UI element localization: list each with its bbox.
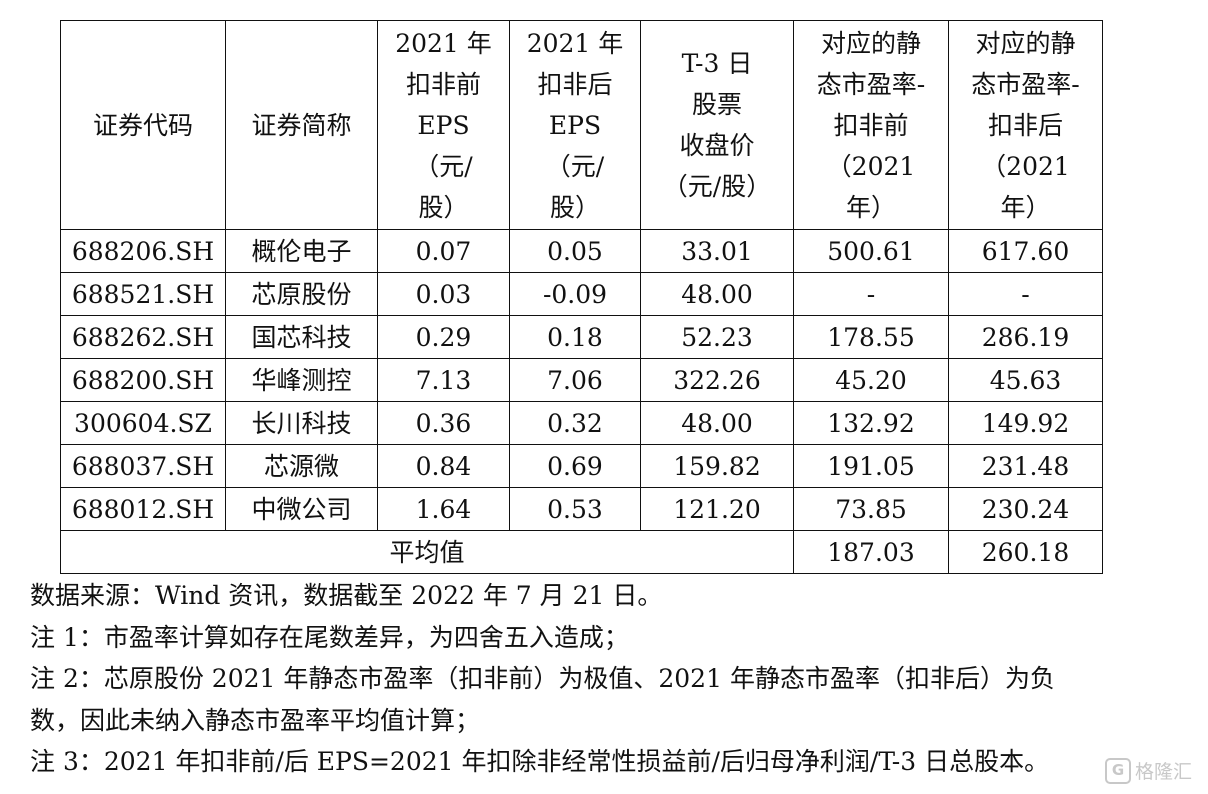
cell-eps-after: 0.05 (509, 229, 641, 273)
cell-pe-after: 149.92 (948, 401, 1103, 445)
average-label: 平均值 (60, 530, 794, 574)
gelonghui-logo-icon: G (1104, 757, 1131, 784)
cell-eps-after: 0.53 (509, 487, 641, 531)
cell-pe-before: 73.85 (793, 487, 949, 531)
table-row: 688200.SH 华峰测控 7.13 7.06 322.26 45.20 45… (60, 358, 1103, 402)
cell-eps-before: 7.13 (377, 358, 510, 402)
cell-code: 688521.SH (60, 272, 226, 316)
cell-eps-after: 7.06 (509, 358, 641, 402)
cell-eps-after: 0.32 (509, 401, 641, 445)
cell-name: 国芯科技 (225, 315, 378, 359)
cell-pe-after: 45.63 (948, 358, 1103, 402)
header-security-name: 证券简称 (225, 20, 378, 230)
cell-pe-before: 45.20 (793, 358, 949, 402)
cell-eps-before: 0.07 (377, 229, 510, 273)
table-row: 688521.SH 芯原股份 0.03 -0.09 48.00 - - (60, 272, 1103, 316)
average-pe-before: 187.03 (793, 530, 949, 574)
cell-pe-after: 230.24 (948, 487, 1103, 531)
cell-name: 中微公司 (225, 487, 378, 531)
cell-eps-before: 0.29 (377, 315, 510, 359)
cell-eps-before: 1.64 (377, 487, 510, 531)
cell-pe-after: 231.48 (948, 444, 1103, 488)
note-3: 注 3：2021 年扣非前/后 EPS=2021 年扣除非经常性损益前/后归母净… (30, 747, 1050, 776)
cell-code: 688037.SH (60, 444, 226, 488)
cell-close-price: 322.26 (640, 358, 794, 402)
cell-name: 长川科技 (225, 401, 378, 445)
cell-pe-before: 500.61 (793, 229, 949, 273)
table-row: 688262.SH 国芯科技 0.29 0.18 52.23 178.55 28… (60, 315, 1103, 359)
cell-pe-before: 178.55 (793, 315, 949, 359)
table-row: 688206.SH 概伦电子 0.07 0.05 33.01 500.61 61… (60, 229, 1103, 273)
cell-eps-before: 0.36 (377, 401, 510, 445)
header-pe-before: 对应的静 态市盈率- 扣非前 （2021 年） (793, 20, 949, 230)
cell-name: 芯原股份 (225, 272, 378, 316)
cell-pe-after: - (948, 272, 1103, 316)
cell-eps-before: 0.84 (377, 444, 510, 488)
cell-close-price: 121.20 (640, 487, 794, 531)
cell-eps-before: 0.03 (377, 272, 510, 316)
cell-name: 芯源微 (225, 444, 378, 488)
table-header-row: 证券代码 证券简称 2021 年 扣非前 EPS （元/ 股） 2021 年 扣… (60, 20, 1103, 230)
table-row: 300604.SZ 长川科技 0.36 0.32 48.00 132.92 14… (60, 401, 1103, 445)
header-eps-after: 2021 年 扣非后 EPS （元/ 股） (509, 20, 641, 230)
cell-code: 688262.SH (60, 315, 226, 359)
cell-pe-before: 132.92 (793, 401, 949, 445)
note-2: 注 2：芯原股份 2021 年静态市盈率（扣非前）为极值、2021 年静态市盈率… (30, 664, 1055, 693)
watermark: G 格隆汇 (1104, 757, 1192, 784)
table-row: 688037.SH 芯源微 0.84 0.69 159.82 191.05 23… (60, 444, 1103, 488)
cell-eps-after: 0.69 (509, 444, 641, 488)
cell-name: 华峰测控 (225, 358, 378, 402)
cell-code: 688200.SH (60, 358, 226, 402)
note-1: 注 1：市盈率计算如存在尾数差异，为四舍五入造成； (30, 622, 629, 652)
cell-close-price: 33.01 (640, 229, 794, 273)
cell-close-price: 48.00 (640, 272, 794, 316)
valuation-table: 证券代码 证券简称 2021 年 扣非前 EPS （元/ 股） 2021 年 扣… (60, 20, 1103, 574)
cell-pe-before: 191.05 (793, 444, 949, 488)
cell-close-price: 52.23 (640, 315, 794, 359)
watermark-text: 格隆汇 (1134, 761, 1192, 783)
average-pe-after: 260.18 (948, 530, 1103, 574)
cell-pe-after: 286.19 (948, 315, 1103, 359)
cell-eps-after: -0.09 (509, 272, 641, 316)
cell-close-price: 159.82 (640, 444, 794, 488)
header-eps-before: 2021 年 扣非前 EPS （元/ 股） (377, 20, 510, 230)
footnotes: 数据来源：Wind 资讯，数据截至 2022 年 7 月 21 日。 注 1：市… (30, 575, 1190, 783)
cell-code: 688206.SH (60, 229, 226, 273)
cell-close-price: 48.00 (640, 401, 794, 445)
cell-pe-after: 617.60 (948, 229, 1103, 273)
cell-code: 688012.SH (60, 487, 226, 531)
header-pe-after: 对应的静 态市盈率- 扣非后 （2021 年） (948, 20, 1103, 230)
note-2-continued: 数，因此未纳入静态市盈率平均值计算； (30, 705, 481, 735)
cell-eps-after: 0.18 (509, 315, 641, 359)
note-source: 数据来源：Wind 资讯，数据截至 2022 年 7 月 21 日。 (30, 581, 663, 610)
cell-code: 300604.SZ (60, 401, 226, 445)
header-security-code: 证券代码 (60, 20, 226, 230)
cell-name: 概伦电子 (225, 229, 378, 273)
cell-pe-before: - (793, 272, 949, 316)
header-close-price: T-3 日 股票 收盘价 （元/股） (640, 20, 794, 230)
average-row: 平均值 187.03 260.18 (60, 530, 1103, 574)
table-row: 688012.SH 中微公司 1.64 0.53 121.20 73.85 23… (60, 487, 1103, 531)
